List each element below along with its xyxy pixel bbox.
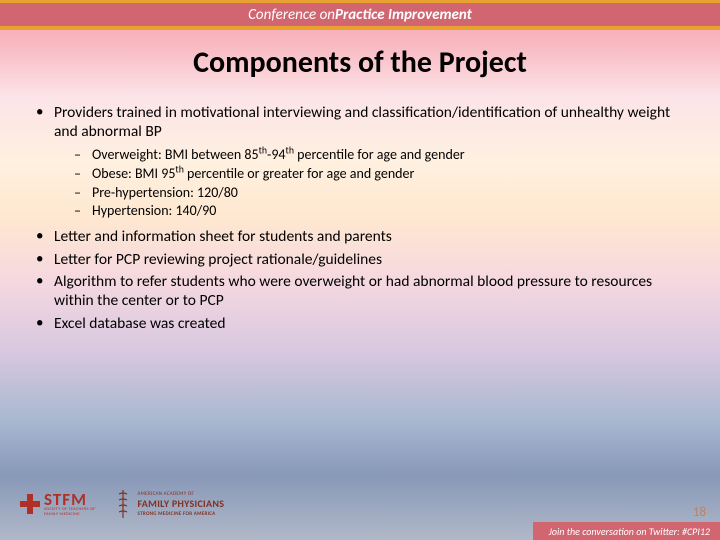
sub-list: Overweight: BMI between 85th-94th percen… [54,146,690,222]
stfm-name: STFM [44,491,95,508]
caduceus-icon [115,488,131,520]
logo-row: STFM SOCIETY OF TEACHERS OF FAMILY MEDIC… [20,488,224,520]
stfm-logo: STFM SOCIETY OF TEACHERS OF FAMILY MEDIC… [20,491,95,518]
header-prefix: Conference on [248,6,335,24]
list-item: Obese: BMI 95th percentile or greater fo… [70,165,690,184]
bullet-list: Providers trained in motivational interv… [30,103,690,333]
cross-icon [20,494,40,514]
header-bar: Conference on Practice Improvement [0,0,720,30]
page-number: 18 [693,505,706,520]
page-title: Components of the Project [0,44,720,81]
twitter-bar: Join the conversation on Twitter: #CPI12 [533,522,720,540]
list-item: Pre-hypertension: 120/80 [70,184,690,203]
list-item: Letter for PCP reviewing project rationa… [30,250,690,269]
aafp-logo: AMERICAN ACADEMY OF FAMILY PHYSICIANS ST… [115,488,224,520]
list-item: Algorithm to refer students who were ove… [30,272,690,311]
content-area: Providers trained in motivational interv… [0,103,720,333]
footer: STFM SOCIETY OF TEACHERS OF FAMILY MEDIC… [0,476,720,540]
header-bold: Practice Improvement [335,6,472,24]
list-item: Hypertension: 140/90 [70,202,690,221]
list-item: Excel database was created [30,314,690,333]
list-item: Letter and information sheet for student… [30,227,690,246]
list-item: Overweight: BMI between 85th-94th percen… [70,146,690,165]
list-item: Providers trained in motivational interv… [30,103,690,221]
